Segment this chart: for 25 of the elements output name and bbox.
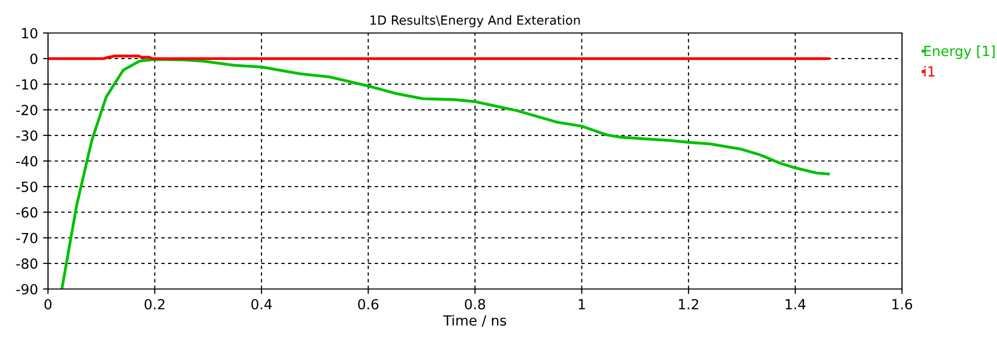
x-tick-label: 0.6	[358, 298, 378, 310]
x-axis-title: Time / ns	[443, 314, 506, 327]
y-tick-label: 10	[22, 28, 38, 38]
x-tick-label: 0.4	[251, 298, 272, 310]
y-tick-label: -80	[16, 258, 38, 269]
line-series	[60, 58, 830, 289]
y-tick-label: -10	[16, 79, 38, 90]
y-tick-label: -70	[16, 232, 38, 244]
chart-title: 1D Results\Energy And Exteration	[370, 15, 580, 28]
x-tick-label: 1.6	[892, 298, 912, 310]
x-tick-label: 1.2	[678, 298, 698, 310]
legend-label: Energy [1]	[924, 46, 995, 59]
x-tick-label: 1	[578, 299, 585, 310]
y-tick-label: -60	[16, 207, 38, 218]
y-tick-label: 0	[30, 54, 38, 64]
y-tick-label: -50	[16, 182, 38, 192]
y-tick-label: -30	[16, 130, 38, 141]
legend-label: i1	[924, 66, 934, 76]
x-tick-label: 0.8	[464, 298, 486, 310]
x-tick-label: 0.2	[144, 298, 164, 310]
y-tick-label: -20	[16, 104, 38, 116]
y-tick-label: -90	[16, 284, 38, 294]
x-tick-label: 1.4	[786, 299, 806, 310]
y-tick-label: -40	[16, 156, 38, 166]
x-tick-label: 0	[44, 298, 52, 310]
